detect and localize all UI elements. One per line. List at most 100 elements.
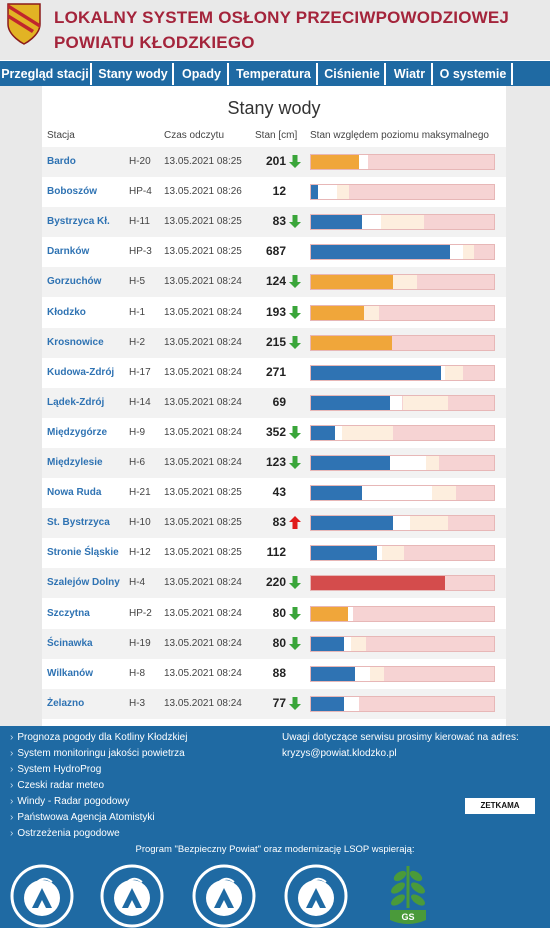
station-name-link[interactable]: Darnków — [47, 246, 90, 258]
level-bar-fill — [311, 305, 365, 320]
lasy-panstwowe-logo-4[interactable] — [284, 864, 348, 928]
station-name-link[interactable]: Międzygórze — [47, 426, 108, 438]
station-name-link[interactable]: Nowa Ruda — [47, 487, 102, 499]
station-code: HP-2 — [129, 607, 152, 619]
lasy-panstwowe-logo-1[interactable] — [10, 864, 74, 928]
water-level-value: 12 — [272, 184, 286, 199]
station-name-link[interactable]: Wilkanów — [47, 667, 94, 679]
nav-przeglad-stacji[interactable]: Przegląd stacji — [0, 63, 92, 85]
water-level-value: 201 — [265, 154, 286, 168]
level-bar — [310, 394, 495, 411]
footer-link-hydroprog[interactable]: System HydroProg — [10, 764, 101, 775]
station-name-link[interactable]: Bardo — [47, 156, 76, 167]
reading-time: 13.05.2021 08:25 — [164, 517, 242, 529]
nav-o-systemie[interactable]: O systemie — [435, 63, 513, 85]
footer-link-weather-warnings[interactable]: Ostrzeżenia pogodowe — [10, 828, 119, 839]
water-level-value: 112 — [266, 545, 286, 560]
level-bar — [310, 214, 495, 231]
station-name-link[interactable]: Lądek-Zdrój — [47, 396, 105, 408]
station-name-link[interactable]: Boboszów — [47, 186, 97, 198]
column-level: Stan [cm] — [255, 130, 298, 141]
table-row: Kłodzko H-1 13.05.2021 08:24 193 — [42, 298, 506, 328]
zetkama-text: ZETKAMA — [480, 801, 520, 810]
station-name-link[interactable]: Bystrzyca Kł. — [47, 216, 110, 228]
station-name-link[interactable]: Ścinawka — [47, 637, 93, 649]
lasy-panstwowe-logo-2[interactable] — [100, 864, 164, 928]
water-level-value: 352 — [265, 424, 286, 439]
reading-time: 13.05.2021 08:25 — [164, 246, 242, 258]
station-name-link[interactable]: Kudowa-Zdrój — [47, 366, 115, 378]
column-station: Stacja — [47, 130, 75, 141]
station-name-link[interactable]: Gorzuchów — [47, 276, 102, 288]
station-name-link[interactable]: Żelazno — [47, 697, 85, 709]
table-row: Ścinawka H-19 13.05.2021 08:24 80 — [42, 628, 506, 659]
level-bar — [310, 575, 495, 592]
level-bar-alert-zone — [318, 185, 337, 200]
gs-logo[interactable]: GS — [382, 860, 434, 928]
station-name-link[interactable]: Stronie Śląskie — [47, 547, 119, 559]
reading-time: 13.05.2021 08:26 — [164, 186, 242, 198]
level-bar — [310, 485, 495, 502]
level-bar-fill — [311, 516, 394, 531]
nav-stany-wody[interactable]: Stany wody — [94, 63, 174, 85]
table-row: Szczytna HP-2 13.05.2021 08:24 80 — [42, 599, 506, 629]
trend-up-icon — [289, 516, 301, 530]
level-bar — [310, 424, 495, 441]
level-bar-alert-zone — [343, 636, 352, 651]
level-bar-warning-zone — [431, 486, 456, 501]
station-code: H-19 — [129, 637, 151, 649]
page-title: Stany wody — [227, 98, 321, 118]
nav-cisnienie[interactable]: Ciśnienie — [320, 63, 386, 85]
nav-wiatr[interactable]: Wiatr — [388, 63, 433, 85]
footer-link-air-quality[interactable]: System monitoringu jakości powietrza — [10, 748, 184, 759]
contact-email-link[interactable]: kryzys@powiat.klodzko.pl — [282, 748, 397, 759]
column-time: Czas odczytu — [164, 130, 225, 141]
level-bar — [310, 635, 495, 652]
station-code: H-5 — [129, 276, 146, 288]
table-row: Boboszów HP-4 13.05.2021 08:26 12 — [42, 177, 506, 207]
trend-down-icon — [289, 425, 301, 439]
station-code: H-11 — [129, 216, 150, 228]
trend-down-icon — [289, 456, 301, 469]
level-bar-fill — [311, 395, 390, 410]
trend-down-icon — [289, 696, 301, 710]
level-bar-warning-zone — [393, 275, 418, 290]
nav-temperatura[interactable]: Temperatura — [231, 63, 318, 85]
lasy-panstwowe-logo-3[interactable] — [192, 864, 256, 928]
zetkama-logo[interactable]: ZETKAMA — [465, 798, 535, 814]
station-name-link[interactable]: Krosnowice — [47, 336, 104, 348]
reading-time: 13.05.2021 08:25 — [164, 156, 242, 167]
level-bar-alert-zone — [362, 486, 432, 501]
footer-link-weather-forecast[interactable]: Prognoza pogody dla Kotliny Kłodzkiej — [10, 732, 187, 743]
station-name-link[interactable]: Szalejów Dolny — [47, 577, 120, 589]
station-code: H-3 — [129, 697, 146, 709]
station-name-link[interactable]: St. Bystrzyca — [47, 517, 110, 529]
level-bar — [310, 244, 495, 261]
footer-link-atomic-agency[interactable]: Państwowa Agencja Atomistyki — [10, 812, 154, 823]
reading-time: 13.05.2021 08:24 — [164, 457, 242, 468]
station-name-link[interactable]: Szczytna — [47, 607, 90, 619]
level-bar-fill — [311, 486, 363, 501]
reading-time: 13.05.2021 08:25 — [164, 547, 242, 559]
level-bar — [310, 334, 495, 351]
level-bar — [310, 695, 495, 712]
level-bar-alert-zone — [354, 666, 370, 681]
nav-opady[interactable]: Opady — [176, 63, 229, 85]
level-bar-fill — [311, 456, 390, 470]
table-row: Darnków HP-3 13.05.2021 08:25 687 — [42, 237, 506, 267]
station-name-link[interactable]: Międzylesie — [47, 457, 103, 468]
footer-link-windy-radar[interactable]: Windy - Radar pogodowy — [10, 796, 129, 807]
site-title-line1: LOKALNY SYSTEM OSŁONY PRZECIWPOWODZIOWEJ — [54, 8, 510, 27]
trend-down-icon — [289, 155, 301, 168]
station-code: H-21 — [129, 487, 151, 499]
site-title-line2: POWIATU KŁODZKIEGO — [54, 33, 255, 52]
station-name-link[interactable]: Kłodzko — [47, 306, 86, 318]
crest-icon — [7, 3, 41, 45]
level-bar-alert-zone — [362, 215, 381, 230]
level-bar-alert-zone — [389, 395, 403, 410]
level-bar-alert-zone — [450, 245, 463, 260]
station-code: H-4 — [129, 577, 146, 589]
trend-down-icon — [289, 636, 301, 650]
site-title: LOKALNY SYSTEM OSŁONY PRZECIWPOWODZIOWEJ… — [54, 5, 509, 55]
footer-link-czech-radar[interactable]: Czeski radar meteo — [10, 780, 104, 791]
